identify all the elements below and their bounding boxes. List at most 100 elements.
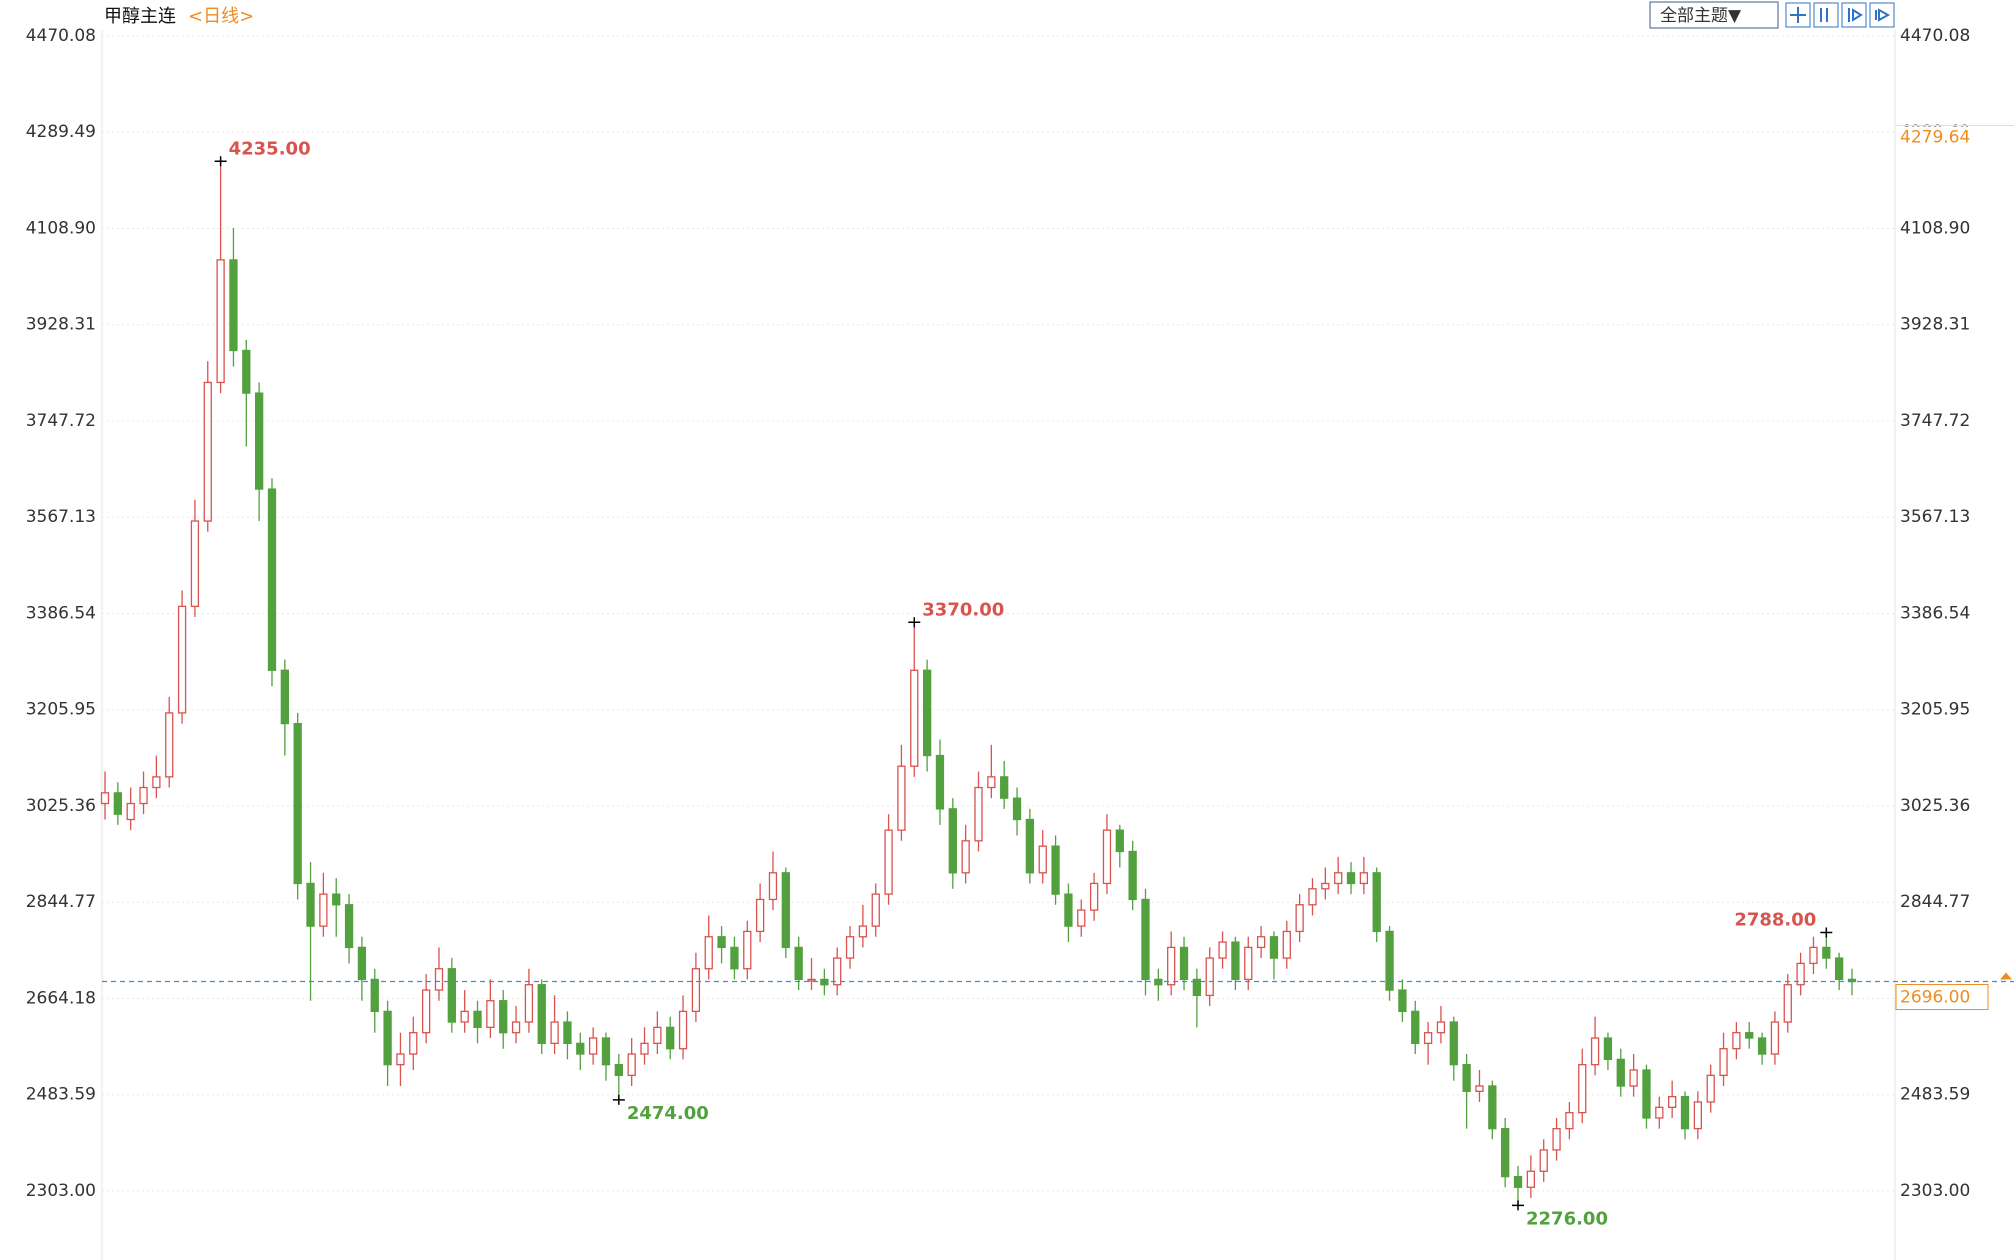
end-button[interactable] bbox=[1869, 2, 1895, 28]
period-label[interactable]: <日线> bbox=[188, 6, 254, 27]
candle-body bbox=[216, 259, 225, 384]
candle-body bbox=[1578, 1064, 1587, 1114]
candle-body bbox=[113, 792, 122, 815]
candle-body bbox=[1526, 1170, 1536, 1188]
candle-body bbox=[1462, 1064, 1471, 1092]
last-price-label: 2696.00 bbox=[1900, 988, 1970, 1008]
marker-bg bbox=[1897, 126, 1987, 149]
candle-body bbox=[1411, 1010, 1420, 1045]
candle-body bbox=[1513, 1175, 1523, 1188]
candle-body bbox=[794, 946, 803, 981]
candle-body bbox=[922, 669, 932, 757]
candle-body bbox=[344, 904, 354, 949]
y-tick-label: 4470.08 bbox=[26, 26, 96, 46]
y-tick-label: 4108.90 bbox=[26, 218, 96, 238]
y-tick-label: 3386.54 bbox=[26, 603, 96, 623]
candle-body bbox=[730, 946, 739, 970]
candle-body bbox=[1706, 1074, 1715, 1103]
candle-body bbox=[678, 1010, 688, 1050]
candle-body bbox=[858, 925, 868, 938]
candle-body bbox=[1256, 936, 1266, 949]
candle-body bbox=[267, 488, 277, 671]
candle-body bbox=[1359, 872, 1369, 885]
candle-body bbox=[948, 808, 957, 874]
theme-button[interactable] bbox=[1649, 1, 1779, 29]
candle-body bbox=[1205, 957, 1214, 997]
candle-body bbox=[1745, 1032, 1754, 1039]
theme-button-label[interactable]: 全部主题▼ bbox=[1660, 6, 1742, 26]
candle-body bbox=[1783, 984, 1792, 1023]
candle-body bbox=[807, 978, 816, 982]
y2-tick-label: 3747.72 bbox=[1900, 411, 1970, 431]
candle-body bbox=[1308, 888, 1317, 906]
candle-body bbox=[1757, 1037, 1767, 1055]
candle-body bbox=[1501, 1127, 1510, 1178]
extreme-marker bbox=[1820, 927, 1833, 938]
candle-body bbox=[601, 1037, 611, 1066]
candle-body bbox=[499, 1000, 508, 1034]
y-tick-label: 3928.31 bbox=[26, 315, 96, 335]
candle-body bbox=[396, 1053, 405, 1066]
candle-body bbox=[486, 1000, 495, 1029]
candle-body bbox=[1475, 1085, 1484, 1092]
candle-body bbox=[987, 776, 996, 789]
candle-body bbox=[640, 1042, 649, 1055]
y2-tick-label: 3205.95 bbox=[1900, 700, 1970, 720]
y-tick-label: 4289.49 bbox=[26, 122, 96, 142]
candle-body bbox=[884, 829, 893, 895]
candle-body bbox=[781, 872, 790, 949]
candle-body bbox=[460, 1010, 469, 1023]
candle-body bbox=[177, 605, 187, 714]
candle-body bbox=[319, 893, 328, 927]
candle-body bbox=[139, 786, 148, 805]
candle-body bbox=[1770, 1021, 1780, 1055]
candle-body bbox=[755, 898, 765, 933]
candle-body bbox=[1025, 818, 1035, 874]
candle-body bbox=[511, 1021, 521, 1034]
candle-body bbox=[1231, 941, 1240, 981]
y2-tick-label: 3928.31 bbox=[1900, 315, 1970, 335]
last-price-arrow bbox=[2000, 972, 2012, 980]
candle-body bbox=[434, 968, 444, 991]
candle-body bbox=[383, 1010, 392, 1066]
candle-body bbox=[1539, 1149, 1548, 1172]
toolbar-icons bbox=[1790, 7, 1891, 23]
candle-body bbox=[1436, 1021, 1446, 1034]
candle-body bbox=[1000, 776, 1009, 799]
candle-body bbox=[833, 957, 842, 986]
candle-body bbox=[242, 349, 251, 394]
candle-body bbox=[473, 1010, 482, 1029]
candle-body bbox=[1668, 1096, 1677, 1108]
candle-body bbox=[190, 520, 200, 607]
candle-body bbox=[1565, 1111, 1574, 1130]
y2-tick-label: 3025.36 bbox=[1900, 796, 1970, 816]
candle-body bbox=[1064, 893, 1073, 927]
candle-body bbox=[961, 840, 970, 874]
y-tick-label: 3747.72 bbox=[26, 411, 96, 431]
candle-body bbox=[1398, 989, 1407, 1013]
candle-body bbox=[704, 936, 713, 970]
candle-body bbox=[1089, 882, 1099, 911]
extreme-label: 2276.00 bbox=[1526, 1208, 1608, 1229]
candle-body bbox=[254, 392, 264, 490]
candle-body bbox=[1590, 1037, 1600, 1066]
candle-body bbox=[1732, 1032, 1741, 1050]
extreme-label: 4235.00 bbox=[229, 138, 311, 159]
candle-body bbox=[1269, 936, 1279, 959]
candle-body bbox=[1835, 957, 1844, 981]
candle-body bbox=[576, 1042, 585, 1055]
candle-body bbox=[152, 776, 161, 789]
candle-body bbox=[1796, 962, 1805, 986]
candle-body bbox=[653, 1026, 662, 1045]
extreme-marker bbox=[214, 156, 227, 167]
candle-body bbox=[1244, 946, 1253, 981]
candle-body bbox=[1334, 872, 1343, 885]
candle-body bbox=[409, 1032, 418, 1055]
extreme-marker bbox=[612, 1094, 625, 1105]
candle-body bbox=[871, 893, 880, 927]
candle-body bbox=[627, 1053, 636, 1076]
y2-tick-label: 2844.77 bbox=[1900, 892, 1970, 912]
marker-price-label: 4279.64 bbox=[1900, 127, 1970, 147]
